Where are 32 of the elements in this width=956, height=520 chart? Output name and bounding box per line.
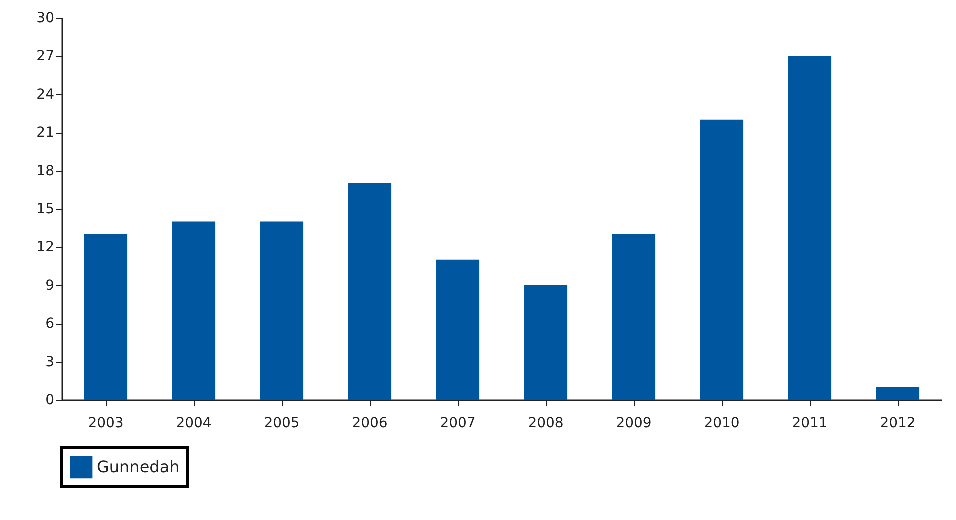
bar xyxy=(524,285,568,400)
y-tick-label: 21 xyxy=(36,125,54,142)
x-tick-label: 2012 xyxy=(880,416,916,432)
x-tick-label: 2011 xyxy=(792,416,828,432)
x-tick-label: 2010 xyxy=(704,416,740,432)
y-tick-label: 24 xyxy=(36,86,55,103)
x-tick-label: 2007 xyxy=(440,416,476,432)
y-tick-label: 30 xyxy=(36,10,54,26)
y-tick-label: 12 xyxy=(36,240,54,256)
x-tick-label: 2009 xyxy=(616,416,652,432)
y-tick-label: 9 xyxy=(46,278,54,294)
y-tick-label: 18 xyxy=(36,163,54,180)
x-tick-label: 2003 xyxy=(88,416,124,432)
bar xyxy=(788,56,832,400)
bar xyxy=(260,222,304,400)
x-tick-label: 2008 xyxy=(528,416,564,432)
bar xyxy=(348,184,392,400)
legend-label: Gunnedah xyxy=(97,458,180,476)
y-tick-label: 27 xyxy=(36,48,54,65)
bar xyxy=(84,234,128,400)
bar xyxy=(172,222,216,400)
bar xyxy=(436,260,480,400)
y-tick-label: 3 xyxy=(46,354,54,370)
bar xyxy=(700,120,744,400)
x-tick-label: 2005 xyxy=(264,416,300,432)
y-tick-label: 6 xyxy=(46,316,55,332)
bar xyxy=(876,387,920,400)
y-tick-label: 0 xyxy=(46,392,54,408)
bar xyxy=(612,234,656,400)
x-tick-label: 2006 xyxy=(352,416,388,432)
y-tick-label: 15 xyxy=(36,202,54,218)
x-tick-label: 2004 xyxy=(176,416,212,432)
